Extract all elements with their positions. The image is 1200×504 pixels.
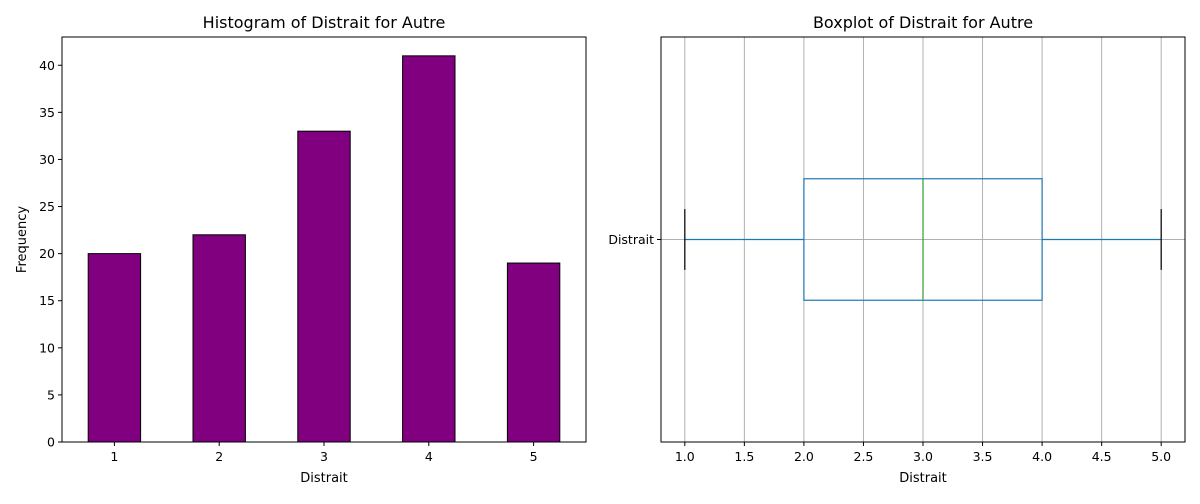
boxplot-x-tick-label: 1.0 — [675, 449, 695, 464]
histogram-bar — [87, 253, 142, 443]
boxplot-x-axis-label: Distrait — [899, 471, 947, 486]
histogram-x-tick-label: 1 — [110, 449, 118, 464]
histogram-y-tick-label: 30 — [39, 152, 55, 167]
histogram-y-tick-label: 15 — [39, 293, 55, 308]
histogram-title: Histogram of Distrait for Autre — [203, 13, 446, 32]
histogram-x-tick-label: 4 — [425, 449, 433, 464]
histogram-y-tick-label: 10 — [39, 340, 55, 355]
boxplot-x-tick-label: 2.0 — [794, 449, 814, 464]
histogram-y-tick-label: 25 — [39, 199, 55, 214]
histogram-bar — [192, 234, 246, 443]
histogram-y-tick-label: 40 — [39, 58, 55, 73]
boxplot-x-tick-label: 1.5 — [734, 449, 754, 464]
boxplot-x-tick-label: 3.0 — [913, 449, 933, 464]
histogram-y-axis-label: Frequency — [15, 206, 30, 273]
histogram-x-axis-label: Distrait — [300, 471, 348, 486]
histogram-bar — [297, 130, 351, 443]
boxplot-x-tick-label: 4.5 — [1092, 449, 1112, 464]
boxplot-x-tick-label: 2.5 — [854, 449, 874, 464]
boxplot-chart: 1.0 1.5 2.0 2.5 3.0 3.5 4.0 4.5 5.0 Distrait Boxpl… — [608, 13, 1186, 486]
histogram-y-tick-label: 0 — [47, 435, 55, 450]
histogram-bar — [402, 55, 456, 443]
histogram-chart: 1 2 3 4 5 0 5 10 15 20 25 30 35 40 Histogram of Distra… — [15, 13, 587, 486]
histogram-x-tick-label: 5 — [530, 449, 538, 464]
boxplot-x-tick-label: 5.0 — [1151, 449, 1171, 464]
boxplot-y-tick-label: Distrait — [608, 232, 654, 247]
histogram-bar — [506, 262, 561, 443]
boxplot-x-tick-label: 3.5 — [973, 449, 993, 464]
histogram-y-tick-label: 5 — [47, 387, 55, 402]
histogram-x-tick-label: 2 — [215, 449, 223, 464]
boxplot-title: Boxplot of Distrait for Autre — [813, 13, 1033, 32]
histogram-x-tick-label: 3 — [320, 449, 328, 464]
histogram-y-tick-label: 20 — [39, 246, 55, 261]
boxplot-x-tick-label: 4.0 — [1032, 449, 1052, 464]
histogram-y-tick-label: 35 — [39, 105, 55, 120]
